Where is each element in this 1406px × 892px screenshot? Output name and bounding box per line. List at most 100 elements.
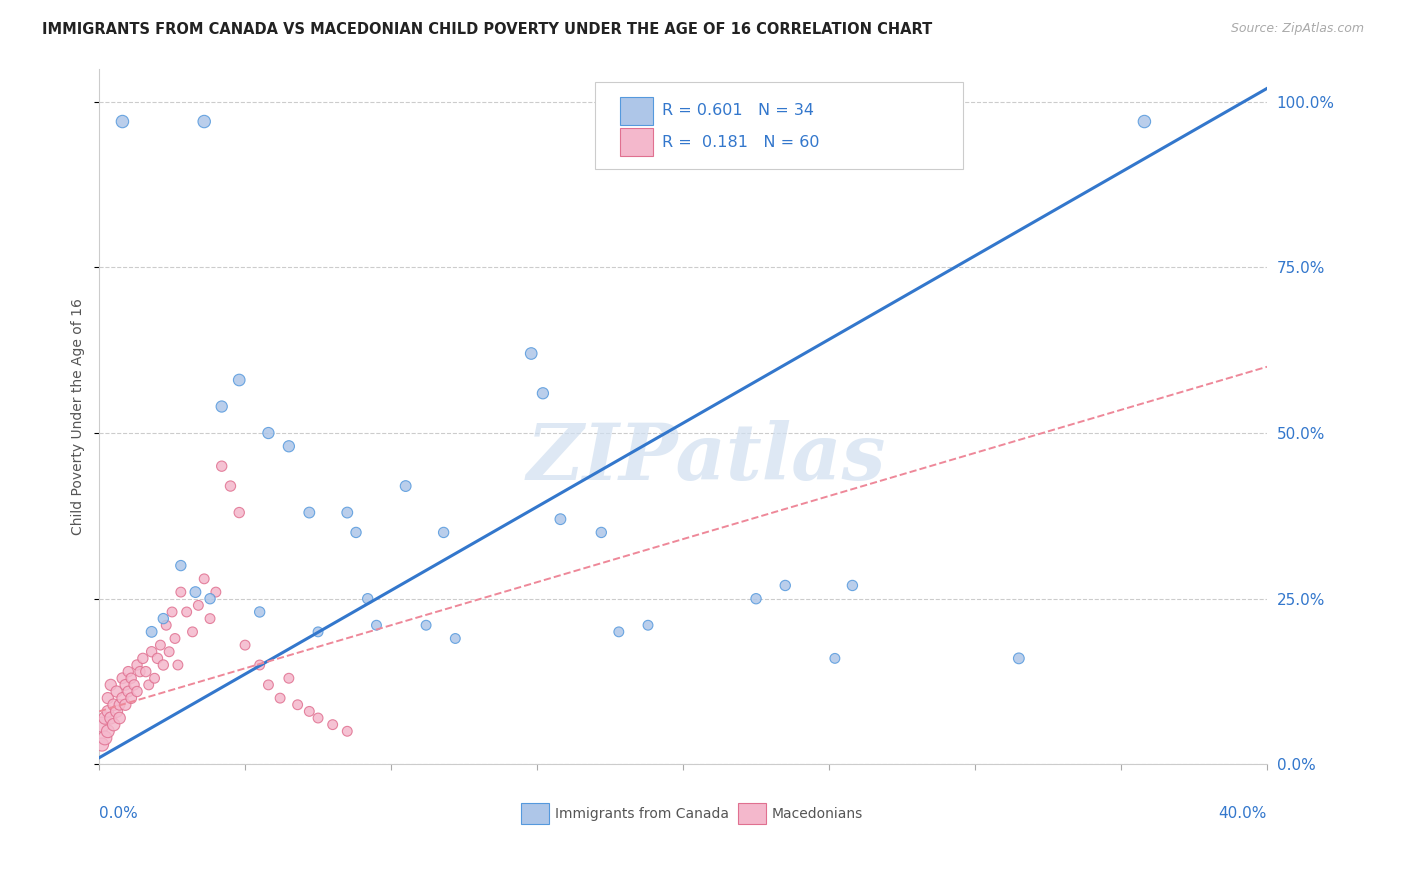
Point bbox=[824, 651, 846, 665]
Point bbox=[395, 479, 418, 493]
Point bbox=[433, 525, 456, 540]
FancyBboxPatch shape bbox=[520, 804, 548, 824]
Point bbox=[141, 645, 163, 659]
Point bbox=[184, 585, 207, 599]
Point bbox=[257, 678, 280, 692]
Point bbox=[141, 624, 163, 639]
Point bbox=[193, 572, 215, 586]
Point bbox=[841, 578, 863, 592]
Point bbox=[120, 691, 142, 706]
Point bbox=[176, 605, 198, 619]
Point bbox=[114, 698, 136, 712]
Point bbox=[637, 618, 659, 632]
Point bbox=[520, 346, 543, 360]
Text: ZIPatlas: ZIPatlas bbox=[527, 420, 886, 497]
Point bbox=[117, 665, 139, 679]
Point bbox=[105, 705, 128, 719]
Point bbox=[233, 638, 256, 652]
Point bbox=[298, 506, 321, 520]
Point bbox=[607, 624, 630, 639]
Point bbox=[193, 114, 215, 128]
Point bbox=[198, 591, 221, 606]
Point bbox=[138, 678, 160, 692]
Point bbox=[117, 684, 139, 698]
Point bbox=[531, 386, 554, 401]
Point bbox=[108, 711, 131, 725]
Point bbox=[129, 665, 152, 679]
Point bbox=[122, 678, 145, 692]
Point bbox=[91, 717, 114, 731]
Point bbox=[108, 698, 131, 712]
Point bbox=[211, 400, 233, 414]
Point bbox=[1133, 114, 1156, 128]
Point bbox=[307, 711, 329, 725]
Point bbox=[198, 612, 221, 626]
Point bbox=[322, 717, 344, 731]
Point bbox=[336, 506, 359, 520]
Point bbox=[745, 591, 768, 606]
Point bbox=[167, 658, 190, 673]
Point bbox=[344, 525, 367, 540]
Point bbox=[125, 658, 148, 673]
Point bbox=[550, 512, 572, 526]
Text: R = 0.601   N = 34: R = 0.601 N = 34 bbox=[662, 103, 814, 119]
Point bbox=[181, 624, 204, 639]
Point bbox=[152, 612, 174, 626]
Point bbox=[415, 618, 437, 632]
Point bbox=[94, 711, 117, 725]
Point bbox=[103, 698, 125, 712]
Point bbox=[307, 624, 329, 639]
Point bbox=[163, 632, 186, 646]
FancyBboxPatch shape bbox=[620, 128, 652, 156]
Point bbox=[97, 691, 120, 706]
Point bbox=[135, 665, 157, 679]
Text: 40.0%: 40.0% bbox=[1219, 806, 1267, 822]
Point bbox=[366, 618, 388, 632]
Point bbox=[277, 439, 299, 453]
Point bbox=[444, 632, 467, 646]
Point bbox=[111, 691, 134, 706]
Point bbox=[146, 651, 169, 665]
Point bbox=[269, 691, 291, 706]
Text: R =  0.181   N = 60: R = 0.181 N = 60 bbox=[662, 135, 820, 150]
Point bbox=[357, 591, 380, 606]
Point bbox=[249, 605, 271, 619]
Point bbox=[170, 585, 193, 599]
Text: Macedonians: Macedonians bbox=[772, 807, 863, 821]
Point bbox=[160, 605, 183, 619]
Point bbox=[143, 671, 166, 685]
Point bbox=[228, 373, 250, 387]
Point bbox=[277, 671, 299, 685]
Point bbox=[211, 459, 233, 474]
Point bbox=[249, 658, 271, 673]
Point bbox=[103, 717, 125, 731]
Text: Source: ZipAtlas.com: Source: ZipAtlas.com bbox=[1230, 22, 1364, 36]
Y-axis label: Child Poverty Under the Age of 16: Child Poverty Under the Age of 16 bbox=[72, 298, 86, 535]
Point bbox=[105, 684, 128, 698]
FancyBboxPatch shape bbox=[620, 97, 652, 125]
Text: 0.0%: 0.0% bbox=[98, 806, 138, 822]
Text: IMMIGRANTS FROM CANADA VS MACEDONIAN CHILD POVERTY UNDER THE AGE OF 16 CORRELATI: IMMIGRANTS FROM CANADA VS MACEDONIAN CHI… bbox=[42, 22, 932, 37]
Point bbox=[152, 658, 174, 673]
Point bbox=[219, 479, 242, 493]
Point bbox=[1008, 651, 1031, 665]
FancyBboxPatch shape bbox=[596, 82, 963, 169]
Point bbox=[298, 705, 321, 719]
Point bbox=[187, 599, 209, 613]
Point bbox=[125, 684, 148, 698]
Point bbox=[97, 705, 120, 719]
Point bbox=[155, 618, 177, 632]
Point bbox=[775, 578, 797, 592]
Point bbox=[170, 558, 193, 573]
Point bbox=[100, 678, 122, 692]
Point bbox=[257, 425, 280, 440]
Point bbox=[205, 585, 228, 599]
Point bbox=[591, 525, 613, 540]
Point bbox=[100, 711, 122, 725]
Text: Immigrants from Canada: Immigrants from Canada bbox=[554, 807, 728, 821]
Point bbox=[111, 114, 134, 128]
Point bbox=[157, 645, 180, 659]
Point bbox=[97, 724, 120, 739]
Point bbox=[91, 738, 114, 752]
Point bbox=[120, 671, 142, 685]
